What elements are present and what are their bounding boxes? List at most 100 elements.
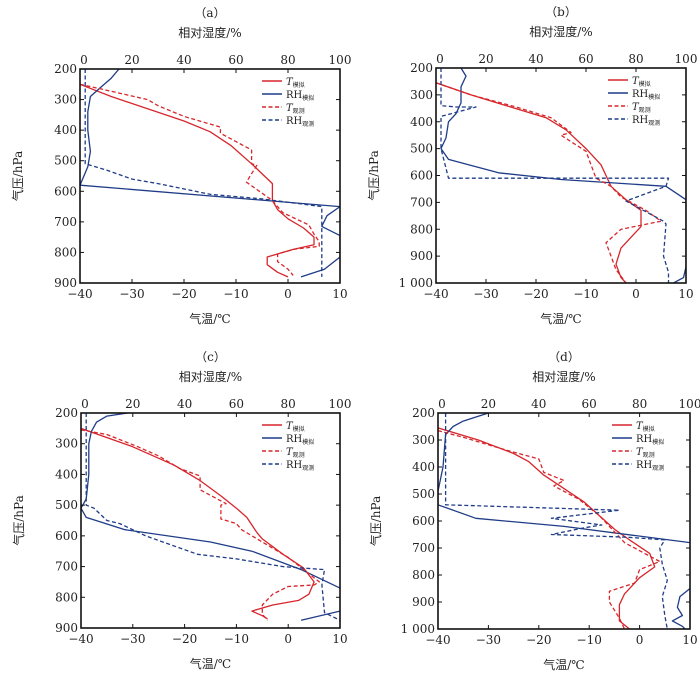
y-tick-label: 900 <box>54 276 77 290</box>
rh-tick-label: 40 <box>528 52 543 66</box>
series-line-rh-obs <box>440 68 670 283</box>
x-tick-label: −10 <box>577 633 602 647</box>
plot-frame <box>80 412 341 629</box>
y-tick-label: 200 <box>55 406 78 420</box>
legend-label-main: RH <box>286 460 303 471</box>
series-line-t-obs <box>80 83 320 276</box>
top-axis-label: 相对湿度/% <box>532 369 595 384</box>
legend-label: RH模拟 <box>636 434 664 446</box>
series-line-rh-obs <box>444 413 668 629</box>
y-tick-label: 900 <box>55 621 78 635</box>
rh-tick-label: 80 <box>628 52 643 66</box>
y-tick-label: 400 <box>54 123 77 137</box>
x-tick-label: 10 <box>332 632 347 646</box>
x-tick-label: −30 <box>120 632 145 646</box>
y-tick-label: 700 <box>55 560 78 574</box>
series-line-t-sim <box>438 427 656 629</box>
legend-label-sub: 观测 <box>652 464 664 472</box>
x-tick-label: −30 <box>473 287 498 301</box>
legend-label-main: RH <box>632 89 649 100</box>
legend-label: RH观测 <box>636 460 664 472</box>
y-tick-label: 500 <box>55 498 78 512</box>
top-axis-label: 相对湿度/% <box>529 24 592 39</box>
y-axis-label: 气压/hPa <box>11 495 26 545</box>
legend-label-sub: 观测 <box>643 451 655 459</box>
legend-label-sub: 模拟 <box>648 93 660 101</box>
legend-label: RH观测 <box>632 115 660 127</box>
y-tick-label: 900 <box>412 595 435 609</box>
rh-tick-label: 60 <box>228 53 243 67</box>
legend-label-main: T <box>632 76 640 87</box>
legend-label-main: RH <box>636 460 653 471</box>
legend-label-main: T <box>286 103 294 114</box>
legend-label-sub: 观测 <box>302 120 314 128</box>
legend-label: T模拟 <box>286 421 305 433</box>
legend-label-main: T <box>286 421 294 432</box>
y-tick-label: 1 000 <box>399 276 433 290</box>
y-tick-label: 500 <box>412 487 435 501</box>
rh-tick-label: 20 <box>124 53 139 67</box>
legend-label-main: RH <box>286 116 303 127</box>
y-tick-label: 300 <box>54 93 77 107</box>
series-group <box>80 69 340 278</box>
x-tick-label: −40 <box>68 632 93 646</box>
y-tick-label: 900 <box>410 249 433 263</box>
rh-tick-label: 0 <box>81 397 89 411</box>
series-group <box>81 413 340 621</box>
plot-frame <box>79 68 341 284</box>
x-tick-label: 10 <box>682 633 697 647</box>
rh-tick-label: 40 <box>531 397 546 411</box>
y-tick-label: 200 <box>412 406 435 420</box>
legend-label-main: RH <box>636 434 653 445</box>
x-tick-label: −10 <box>224 632 249 646</box>
panel-title: （c） <box>195 350 226 364</box>
series-line-rh-sim-low <box>300 610 340 621</box>
y-tick-label: 800 <box>412 568 435 582</box>
legend-label-sub: 模拟 <box>302 94 314 102</box>
legend-label-main: RH <box>286 90 303 101</box>
y-tick-label: 700 <box>410 195 433 209</box>
rh-tick-label: 80 <box>280 53 295 67</box>
series-line-rh-sim <box>440 68 686 283</box>
rh-tick-label: 100 <box>675 52 698 66</box>
x-tick-label: 0 <box>636 633 644 647</box>
legend-label: T观测 <box>286 103 305 115</box>
series-line-t-obs <box>436 82 662 283</box>
top-axis-label: 相对湿度/% <box>179 369 242 384</box>
x-tick-label: 10 <box>332 287 347 301</box>
rh-tick-label: 40 <box>177 397 192 411</box>
y-tick-label: 200 <box>54 62 77 76</box>
x-axis-label: 气温/℃ <box>543 657 584 672</box>
legend-label-main: T <box>636 447 644 458</box>
y-tick-label: 500 <box>54 154 77 168</box>
series-group <box>436 68 686 283</box>
x-tick-label: −20 <box>526 633 551 647</box>
series-line-rh-sim <box>81 413 340 589</box>
rh-tick-label: 20 <box>478 52 493 66</box>
panel-title: （b） <box>545 5 577 19</box>
legend-label: RH模拟 <box>286 90 314 102</box>
series-line-t-obs <box>81 429 320 621</box>
y-tick-label: 1 000 <box>401 622 435 636</box>
rh-tick-label: 60 <box>578 52 593 66</box>
legend-label: RH模拟 <box>632 89 660 101</box>
series-line-rh-obs <box>85 413 340 621</box>
y-tick-label: 800 <box>410 222 433 236</box>
y-tick-label: 400 <box>55 467 78 481</box>
x-tick-label: −40 <box>423 287 448 301</box>
x-tick-label: 0 <box>632 287 640 301</box>
rh-tick-label: 0 <box>438 397 446 411</box>
legend-label-sub: 观测 <box>648 119 660 127</box>
legend-label-main: T <box>636 421 644 432</box>
y-tick-label: 400 <box>410 115 433 129</box>
y-tick-label: 700 <box>412 541 435 555</box>
legend-label-sub: 观测 <box>302 464 314 472</box>
legend-label-sub: 模拟 <box>293 81 305 89</box>
legend-label-sub: 模拟 <box>639 80 651 88</box>
y-tick-label: 600 <box>54 184 77 198</box>
y-tick-label: 600 <box>410 169 433 183</box>
legend-label-sub: 模拟 <box>643 425 655 433</box>
x-tick-label: −40 <box>67 287 92 301</box>
rh-tick-label: 0 <box>436 52 444 66</box>
chart-panel-d: （d）相对湿度/%气温/℃气压/hPa−40 −30 −20 −10 0 100 20 40 6… <box>368 350 700 672</box>
